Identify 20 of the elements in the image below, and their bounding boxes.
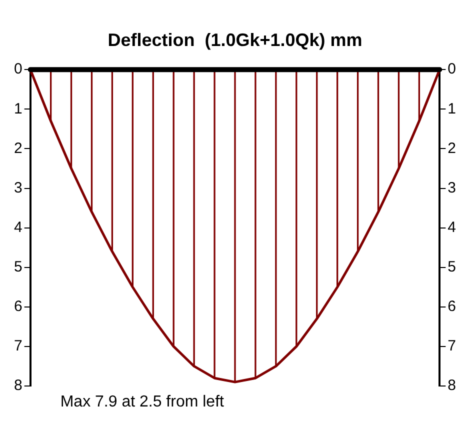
y2-tick-label: 2 (448, 140, 456, 157)
y2-tick-label: 5 (448, 258, 456, 276)
y2-tick-label: 8 (448, 377, 456, 394)
y2-tick-label: 6 (448, 298, 456, 316)
y-tick-label: 6 (14, 298, 22, 316)
y-tick-label: 3 (14, 179, 22, 196)
y2-tick-label: 4 (448, 218, 456, 236)
y-tick-label: 1 (14, 100, 22, 118)
y-tick-label: 0 (14, 60, 22, 78)
y-tick-label: 8 (14, 377, 22, 394)
chart-title: Deflection (1.0Gk+1.0Qk) mm (108, 30, 362, 50)
y-tick-label: 2 (14, 140, 22, 157)
y-tick-label: 7 (14, 338, 22, 355)
y2-tick-label: 0 (448, 60, 456, 78)
y2-tick-label: 3 (448, 179, 456, 196)
y-tick-label: 4 (14, 218, 22, 236)
text: Max 7.9 at 2.5 from left (60, 393, 225, 410)
y2-tick-label: 7 (448, 338, 456, 355)
y2-tick-label: 1 (448, 100, 456, 118)
y-tick-label: 5 (14, 258, 22, 276)
